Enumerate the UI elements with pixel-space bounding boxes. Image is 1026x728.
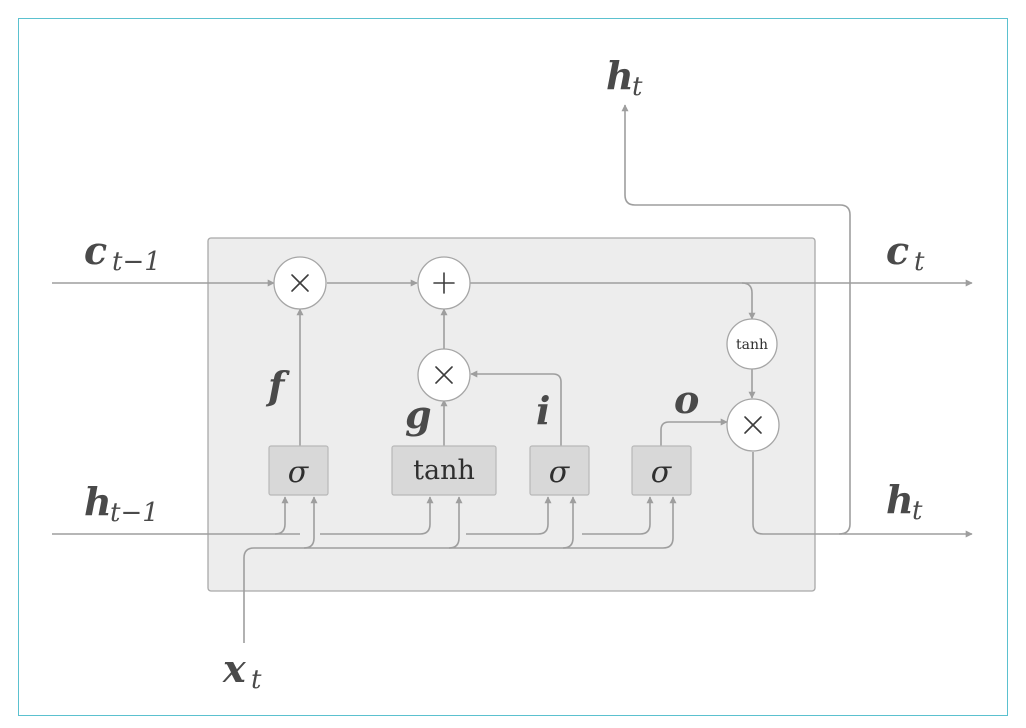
- output-multiply-node: [726, 398, 780, 452]
- h-prev-main: h: [84, 479, 112, 524]
- c-t-label: c t: [886, 228, 925, 277]
- h-t-right-sub: t: [912, 496, 923, 526]
- h-prev-to-output: [582, 496, 654, 535]
- figure-frame: [18, 18, 1008, 716]
- cell-tanh-node: tanh: [726, 318, 778, 370]
- forget-gate: σ: [268, 445, 329, 496]
- hidden-up-wire: [621, 104, 851, 535]
- candidate-gate-label: g: [405, 392, 432, 437]
- x-to-candidate: [448, 496, 463, 549]
- input-gate: σ: [529, 445, 590, 496]
- cell-to-tanh-wire: [741, 282, 756, 320]
- lstm-cell-body: [207, 237, 816, 592]
- h-prev-to-input: [466, 496, 552, 535]
- forget-multiply-node: [273, 256, 327, 310]
- h-prev-to-forget: [274, 496, 289, 535]
- output-gate-wire: [660, 418, 728, 446]
- multiply-icon: [744, 416, 762, 434]
- h-t-top-label: h t: [606, 53, 643, 102]
- c-prev-sub: t−1: [112, 247, 161, 277]
- multiply-icon: [291, 274, 309, 292]
- plus-icon: [433, 272, 455, 294]
- input-gate-label: i: [536, 388, 550, 433]
- c-prev-main: c: [84, 228, 107, 273]
- h-t-right-main: h: [886, 477, 914, 522]
- multiply-icon: [435, 366, 453, 384]
- forget-gate-symbol: σ: [288, 455, 310, 490]
- cell-tanh-label: tanh: [736, 337, 768, 353]
- x-to-forget: [303, 496, 318, 549]
- h-prev-label: h t−1: [84, 479, 159, 528]
- output-gate-label: o: [674, 377, 699, 422]
- c-t-main: c: [886, 228, 909, 273]
- input-multiply-node: [417, 348, 471, 402]
- cell-add-node: [417, 256, 471, 310]
- candidate-gate-symbol: tanh: [413, 455, 475, 486]
- h-t-top-sub: t: [632, 72, 643, 102]
- output-gate: σ: [631, 445, 692, 496]
- c-t-sub: t: [914, 247, 925, 277]
- x-t-label: x t: [222, 646, 262, 695]
- x-to-input: [562, 496, 577, 549]
- x-t-sub: t: [251, 665, 262, 695]
- x-t-main: x: [222, 646, 247, 691]
- h-t-right-label: h t: [886, 477, 923, 526]
- c-prev-label: c t−1: [84, 228, 161, 277]
- h-prev-sub: t−1: [110, 498, 159, 528]
- h-prev-to-candidate: [320, 496, 434, 535]
- x-bus-wire: [243, 496, 677, 643]
- output-gate-symbol: σ: [651, 455, 673, 490]
- candidate-gate: tanh: [391, 445, 497, 496]
- input-gate-wire: [470, 370, 562, 446]
- hidden-output-wire: [752, 452, 973, 538]
- input-gate-symbol: σ: [549, 455, 571, 490]
- h-t-top-main: h: [606, 53, 634, 98]
